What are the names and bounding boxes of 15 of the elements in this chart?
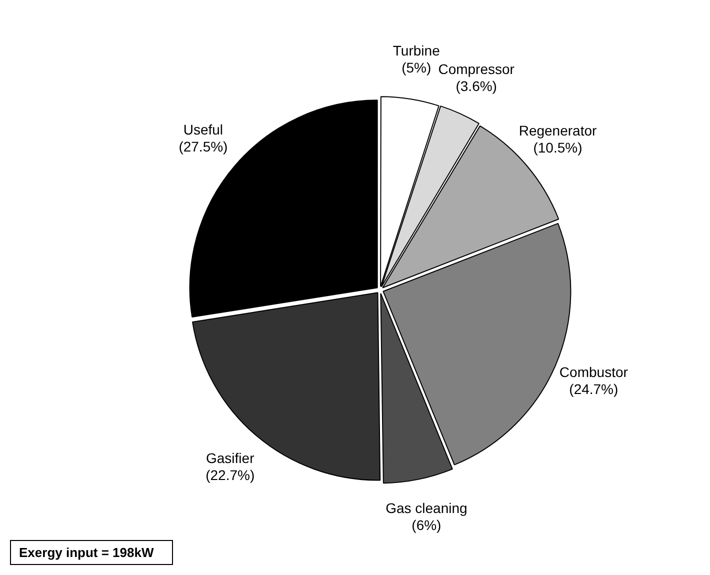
data-label: (24.7%): [569, 381, 618, 398]
data-label: (22.7%): [206, 467, 255, 484]
slice-label: Gasifier: [206, 450, 255, 466]
slice-label: Regenerator: [518, 122, 597, 138]
data-label: (5%): [402, 60, 432, 76]
data-label: (6%): [412, 517, 442, 534]
data-label: (3.6%): [456, 78, 497, 94]
slice-label: Useful: [183, 121, 224, 138]
slice-label: Gas cleaning: [386, 500, 468, 516]
slice-label: Combustor: [559, 364, 628, 380]
text: Exergy input = 198kW: [10, 540, 173, 565]
slice-label: Compressor: [438, 60, 515, 77]
data-label: (10.5%): [533, 139, 582, 156]
slice-label: Turbine: [392, 42, 440, 59]
data-label: (27.5%): [178, 138, 228, 154]
